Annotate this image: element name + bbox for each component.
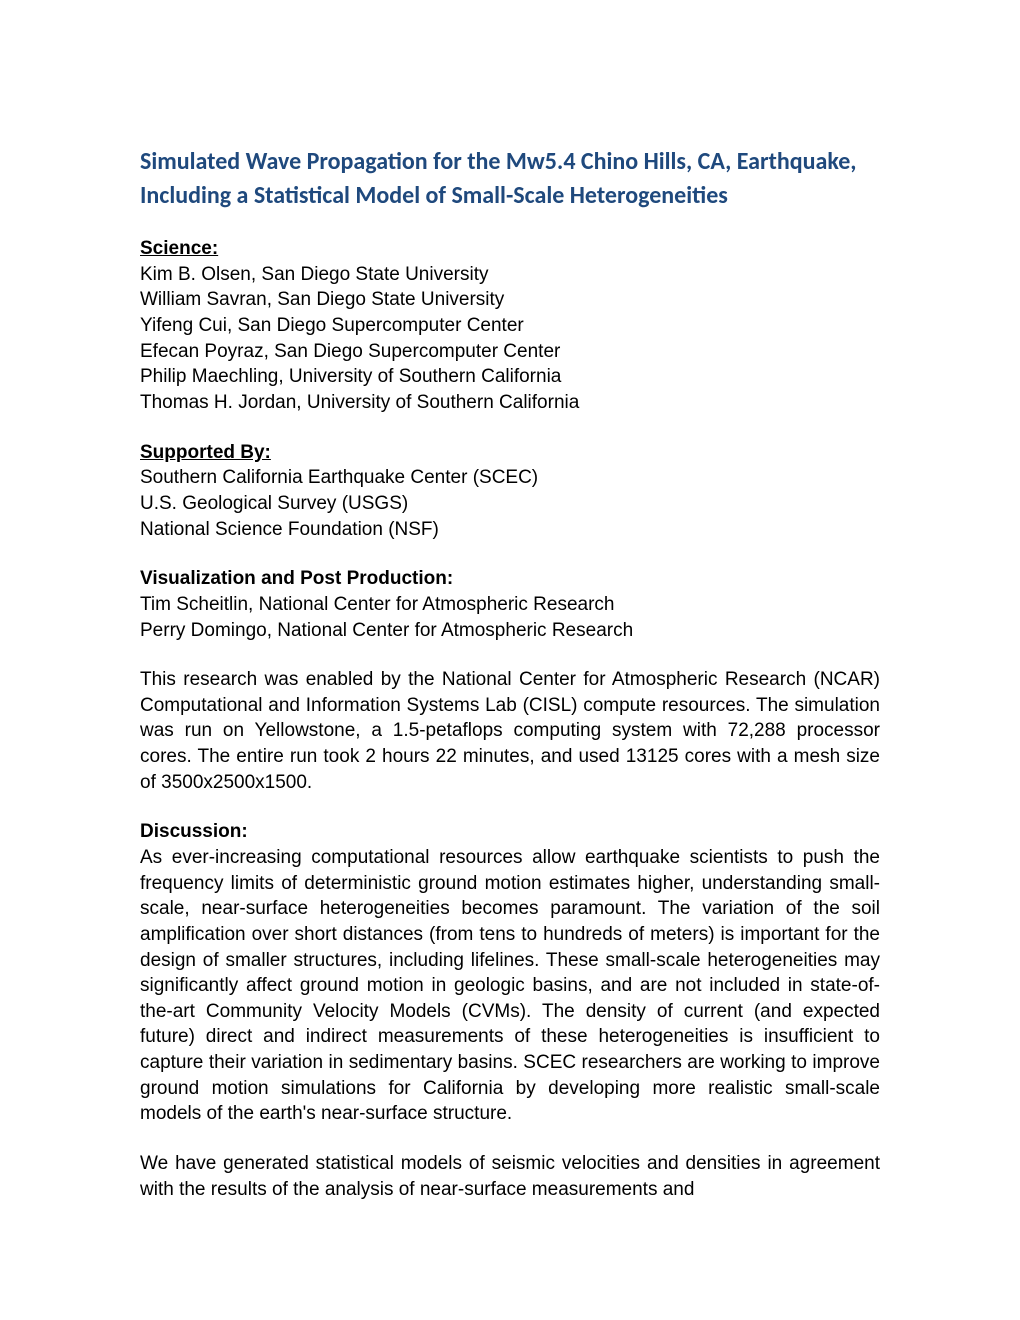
discussion-paragraph: We have generated statistical models of …	[140, 1151, 880, 1202]
science-author: Efecan Poyraz, San Diego Supercomputer C…	[140, 339, 880, 365]
supported-section: Supported By: Southern California Earthq…	[140, 440, 880, 543]
science-author: Yifeng Cui, San Diego Supercomputer Cent…	[140, 313, 880, 339]
discussion-section: Discussion: As ever-increasing computati…	[140, 819, 880, 1202]
discussion-heading: Discussion:	[140, 819, 880, 845]
science-author: William Savran, San Diego State Universi…	[140, 287, 880, 313]
visualization-person: Tim Scheitlin, National Center for Atmos…	[140, 592, 880, 618]
science-author: Kim B. Olsen, San Diego State University	[140, 262, 880, 288]
supported-org: Southern California Earthquake Center (S…	[140, 465, 880, 491]
document-title: Simulated Wave Propagation for the Mw5.4…	[140, 145, 880, 212]
supported-org: U.S. Geological Survey (USGS)	[140, 491, 880, 517]
science-author: Philip Maechling, University of Southern…	[140, 364, 880, 390]
science-author: Thomas H. Jordan, University of Southern…	[140, 390, 880, 416]
supported-org: National Science Foundation (NSF)	[140, 517, 880, 543]
discussion-paragraph: As ever-increasing computational resourc…	[140, 845, 880, 1127]
visualization-section: Visualization and Post Production: Tim S…	[140, 566, 880, 643]
supported-heading: Supported By:	[140, 440, 880, 466]
intro-section: This research was enabled by the Nationa…	[140, 667, 880, 795]
intro-paragraph: This research was enabled by the Nationa…	[140, 667, 880, 795]
science-section: Science: Kim B. Olsen, San Diego State U…	[140, 236, 880, 415]
science-heading: Science:	[140, 236, 880, 262]
visualization-person: Perry Domingo, National Center for Atmos…	[140, 618, 880, 644]
visualization-heading: Visualization and Post Production:	[140, 566, 880, 592]
